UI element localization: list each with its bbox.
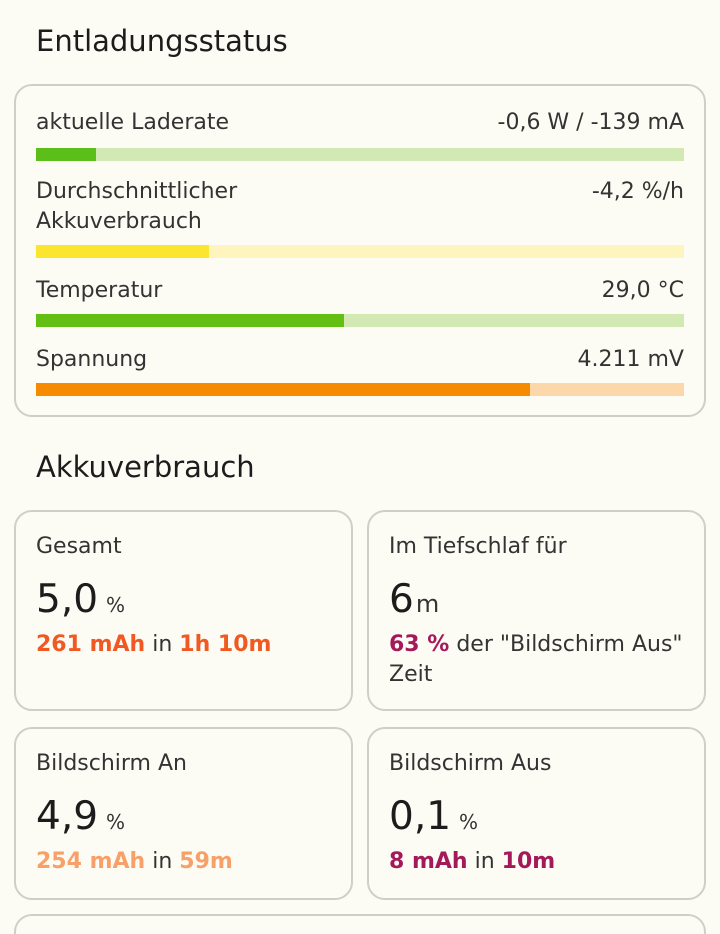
avg-consumption-bar-fill (36, 245, 210, 258)
deep-sleep-text: der "Bildschirm Aus" Zeit (389, 632, 683, 687)
screen-on-detail: 254 mAh in 59m (36, 847, 337, 877)
total-usage-unit: % (106, 593, 126, 617)
deep-sleep-card[interactable]: Im Tiefschlaf für 6m 63 % der "Bildschir… (367, 510, 706, 711)
temperature-bar (36, 314, 684, 327)
deep-sleep-value: 6m (389, 576, 439, 628)
temperature-label: Temperatur (36, 278, 163, 303)
voltage-value: 4.211 mV (577, 347, 684, 372)
avg-consumption-value: -4,2 %/h (591, 179, 684, 204)
screen-off-detail: 8 mAh in 10m (389, 847, 690, 877)
screen-on-in: in (152, 849, 173, 874)
total-usage-title: Gesamt (36, 534, 122, 559)
avg-consumption-label-line2: Akkuverbrauch (36, 209, 202, 234)
screen-on-time: 59m (179, 849, 233, 874)
deep-sleep-percent: 63 % (389, 632, 450, 657)
total-usage-mah: 261 mAh (36, 632, 146, 657)
charge-rate-label: aktuelle Laderate (36, 110, 230, 135)
screen-off-title: Bildschirm Aus (389, 751, 552, 776)
next-card[interactable] (14, 914, 706, 934)
screen-off-time: 10m (501, 849, 556, 874)
voltage-bar (36, 383, 684, 396)
voltage-bar-fill (36, 383, 531, 396)
total-usage-detail: 261 mAh in 1h 10m (36, 630, 337, 660)
charge-rate-bar-fill (36, 148, 96, 161)
screen-on-number: 4,9 (36, 794, 99, 839)
screen-on-unit: % (106, 810, 126, 834)
total-usage-number: 5,0 (36, 577, 99, 622)
avg-consumption-label-line1: Durchschnittlicher (36, 179, 238, 204)
screen-on-title: Bildschirm An (36, 751, 187, 776)
avg-consumption-bar (36, 245, 684, 258)
temperature-bar-fill (36, 314, 345, 327)
avg-consumption-label: Durchschnittlicher Akkuverbrauch (36, 177, 237, 237)
screen-off-value: 0,1% (389, 793, 478, 846)
screen-on-card[interactable]: Bildschirm An 4,9% 254 mAh in 59m (14, 727, 353, 900)
charge-rate-value: -0,6 W / -139 mA (497, 110, 684, 135)
deep-sleep-number: 6 (389, 577, 414, 622)
voltage-row: Spannung 4.211 mV (36, 345, 684, 401)
screen-off-in: in (474, 849, 495, 874)
screen-on-mah: 254 mAh (36, 849, 146, 874)
voltage-label: Spannung (36, 347, 148, 372)
avg-consumption-row: Durchschnittlicher Akkuverbrauch -4,2 %/… (36, 177, 684, 261)
deep-sleep-unit: m (415, 590, 440, 618)
screen-off-mah: 8 mAh (389, 849, 468, 874)
charge-rate-bar (36, 148, 684, 161)
charge-rate-row: aktuelle Laderate -0,6 W / -139 mA (36, 108, 684, 164)
deep-sleep-title: Im Tiefschlaf für (389, 534, 567, 559)
screen-off-unit: % (459, 810, 479, 834)
discharge-status-title: Entladungsstatus (36, 24, 288, 58)
temperature-value: 29,0 °C (601, 278, 684, 303)
screen-on-value: 4,9% (36, 793, 125, 846)
screen-off-card[interactable]: Bildschirm Aus 0,1% 8 mAh in 10m (367, 727, 706, 900)
deep-sleep-detail: 63 % der "Bildschirm Aus" Zeit (389, 630, 690, 690)
temperature-row: Temperatur 29,0 °C (36, 276, 684, 332)
total-usage-card[interactable]: Gesamt 5,0% 261 mAh in 1h 10m (14, 510, 353, 711)
discharge-status-card: aktuelle Laderate -0,6 W / -139 mA Durch… (14, 84, 706, 417)
battery-usage-title: Akkuverbrauch (36, 450, 255, 484)
total-usage-time: 1h 10m (179, 632, 272, 657)
total-usage-in: in (152, 632, 173, 657)
total-usage-value: 5,0% (36, 576, 125, 629)
screen-off-number: 0,1 (389, 794, 452, 839)
